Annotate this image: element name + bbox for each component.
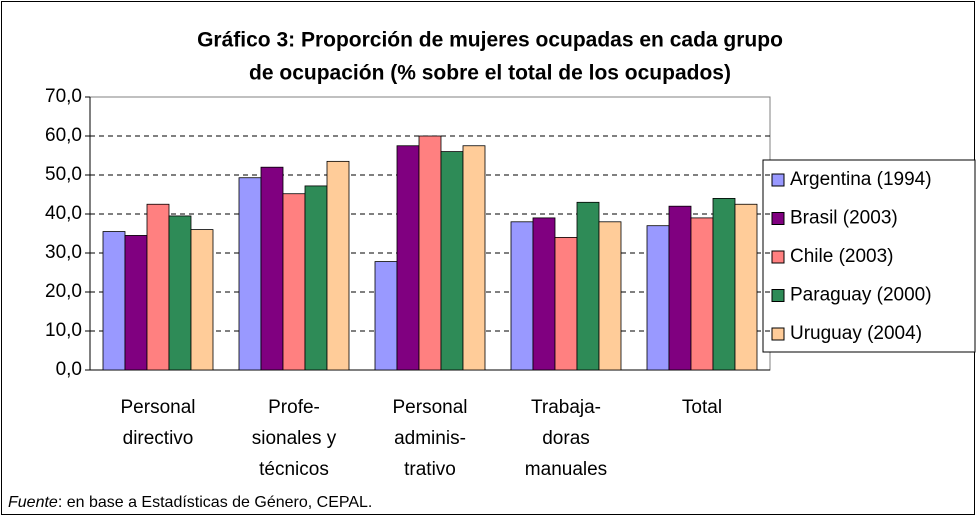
bar	[690, 217, 714, 371]
bar	[440, 151, 464, 371]
legend-label: Chile (2003)	[790, 246, 894, 267]
source-text: : en base a Estadísticas de Género, CEPA…	[58, 494, 373, 511]
legend-label: Argentina (1994)	[790, 169, 932, 190]
bar	[124, 235, 148, 371]
x-tick-label: directivo	[123, 428, 194, 449]
bar	[326, 160, 350, 371]
x-tick-label: Trabaja-	[531, 397, 601, 418]
legend-swatch	[771, 173, 785, 187]
x-tick-label: Personal	[121, 397, 196, 418]
legend-swatch	[771, 212, 785, 225]
y-tick-label: 30,0	[45, 242, 82, 263]
chart-title: de ocupación (% sobre el total de los oc…	[249, 62, 731, 85]
bar	[646, 225, 670, 371]
bar	[304, 185, 328, 371]
y-tick-label: 70,0	[45, 86, 82, 107]
legend-label: Paraguay (2000)	[790, 285, 932, 306]
x-tick-label: Profe-	[268, 397, 320, 418]
bar	[418, 135, 442, 371]
y-tick-label: 40,0	[45, 203, 82, 224]
bar	[374, 261, 398, 371]
x-tick-label: Personal	[393, 397, 468, 418]
x-tick-label: trativo	[404, 459, 456, 480]
bar	[168, 215, 192, 371]
y-tick-label: 20,0	[45, 281, 82, 302]
source-note: Fuente: en base a Estadísticas de Género…	[8, 494, 372, 511]
bar	[396, 145, 420, 371]
bar	[668, 205, 692, 371]
bar	[554, 236, 578, 371]
bar	[146, 203, 170, 371]
bar	[260, 166, 284, 371]
legend-box	[762, 159, 976, 353]
y-tick-label: 10,0	[45, 320, 82, 341]
bar	[510, 221, 534, 371]
y-tick-label: 50,0	[45, 164, 82, 185]
bar	[102, 231, 126, 371]
bar	[598, 221, 622, 371]
legend-label: Uruguay (2004)	[790, 323, 922, 344]
bar	[190, 229, 214, 371]
chart-title: Gráfico 3: Proporción de mujeres ocupada…	[197, 29, 783, 52]
legend-label: Brasil (2003)	[790, 208, 898, 229]
bar	[576, 201, 600, 371]
bar	[238, 177, 262, 371]
bar	[734, 203, 758, 371]
legend-swatch	[771, 327, 785, 341]
x-tick-label: técnicos	[259, 459, 329, 480]
y-tick-label: 0,0	[56, 359, 82, 380]
x-tick-label: adminis-	[394, 428, 466, 449]
bar	[462, 145, 486, 371]
x-tick-label: manuales	[525, 459, 607, 480]
bar	[532, 217, 556, 371]
source-label: Fuente	[8, 494, 58, 511]
x-tick-label: sionales y	[252, 428, 337, 449]
x-tick-label: doras	[542, 428, 590, 449]
y-tick-label: 60,0	[45, 125, 82, 146]
bar	[282, 193, 306, 371]
legend-swatch	[771, 250, 785, 264]
bar	[712, 197, 736, 371]
legend-swatch	[771, 289, 785, 302]
x-tick-label: Total	[682, 397, 722, 418]
